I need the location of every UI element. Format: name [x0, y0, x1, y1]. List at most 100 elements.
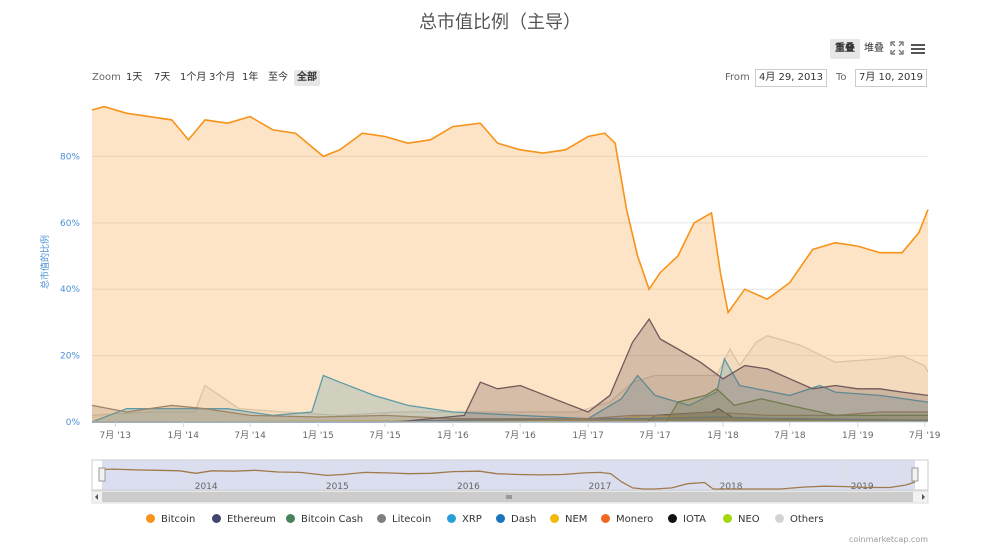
x-tick-label: 7月 '15 [369, 430, 401, 441]
legend-item-xrp[interactable]: XRP [447, 514, 482, 525]
legend-dot-icon [496, 514, 505, 523]
legend-dot-icon [723, 514, 732, 523]
range-from-input[interactable]: 4月 29, 2013 [755, 69, 827, 87]
series-line [92, 317, 929, 423]
series-area [92, 106, 928, 422]
x-tick-label: 1月 '19 [842, 430, 874, 441]
legend-label: NEM [565, 514, 588, 525]
x-tick-label: 7月 '19 [909, 430, 941, 441]
x-tick-label: 1月 '18 [707, 430, 739, 441]
navigator-year-label: 2015 [326, 482, 349, 492]
series-area [92, 319, 928, 422]
scroll-right-icon[interactable] [922, 494, 925, 500]
zoom-3m-button[interactable]: 3个月 [209, 72, 236, 83]
menu-icon[interactable] [911, 41, 925, 55]
fullscreen-icon[interactable] [889, 40, 905, 56]
legend-dot-icon [550, 514, 559, 523]
zoom-1m-button[interactable]: 1个月 [180, 72, 207, 83]
zoom-label: Zoom [92, 72, 121, 83]
legend-label: XRP [462, 514, 482, 525]
series-bitcoin-cash[interactable] [92, 387, 928, 423]
y-tick-label: 80% [60, 152, 80, 162]
x-tick-label: 7月 '18 [774, 430, 806, 441]
legend-label: Ethereum [227, 514, 276, 525]
legend-item-nem[interactable]: NEM [550, 514, 587, 525]
y-tick-label: 60% [60, 219, 80, 229]
x-tick-label: 1月 '17 [572, 430, 604, 441]
series-line [91, 404, 928, 420]
y-tick-label: 0% [66, 418, 81, 428]
x-tick-label: 7月 '16 [504, 430, 536, 441]
y-tick-label: 20% [60, 352, 80, 362]
stack-mode-button[interactable]: 堆叠 [864, 43, 884, 54]
legend-label: Bitcoin Cash [301, 514, 364, 525]
x-tick-label: 1月 '16 [437, 430, 469, 441]
zoom-ytd-button[interactable]: 至今 [268, 72, 288, 83]
navigator-year-label: 2017 [588, 482, 611, 492]
y-axis-label: 总市值的比例 [39, 235, 51, 289]
legend-dot-icon [286, 514, 295, 523]
navigator-year-label: 2018 [720, 482, 743, 492]
overlap-mode-button[interactable]: 重叠 [830, 39, 860, 59]
range-from-label: From [725, 72, 750, 83]
legend-item-bitcoin[interactable]: Bitcoin [146, 514, 195, 525]
series-area [92, 335, 928, 422]
credits-link[interactable]: coinmarketcap.com [849, 535, 928, 544]
series-bitcoin[interactable] [91, 105, 929, 422]
chart-title: 总市值比例（主导） [419, 12, 581, 33]
series-line [91, 334, 929, 417]
navigator-mask [102, 460, 915, 490]
x-tick-label: 7月 '17 [639, 430, 671, 441]
zoom-7d-button[interactable]: 7天 [154, 72, 171, 83]
series-others[interactable] [91, 334, 929, 422]
legend-label: Litecoin [392, 514, 432, 525]
legend-label: NEO [738, 514, 760, 525]
series-line [91, 105, 929, 315]
legend-label: Dash [511, 514, 537, 525]
series-line [92, 387, 928, 423]
x-tick-label: 1月 '15 [302, 430, 334, 441]
x-tick-label: 1月 '14 [167, 430, 199, 441]
zoom-all-button[interactable]: 全部 [294, 70, 320, 86]
series-area [92, 415, 928, 422]
scroll-left-icon[interactable] [95, 494, 98, 500]
legend-dot-icon [447, 514, 456, 523]
navigator-left-handle[interactable] [98, 467, 106, 482]
series-ethereum[interactable] [92, 317, 929, 423]
x-tick-label: 7月 '13 [100, 430, 132, 441]
series-area [92, 417, 928, 422]
legend-label: Bitcoin [161, 514, 196, 525]
legend-item-bitcoin-cash[interactable]: Bitcoin Cash [286, 514, 363, 525]
legend-dot-icon [377, 514, 386, 523]
legend-label: Monero [616, 514, 654, 525]
legend-item-neo[interactable]: NEO [723, 514, 760, 525]
zoom-1y-button[interactable]: 1年 [242, 72, 259, 83]
series-litecoin[interactable] [91, 404, 928, 422]
legend-dot-icon [212, 514, 221, 523]
legend-dot-icon [146, 514, 155, 523]
legend-item-others[interactable]: Others [775, 514, 824, 525]
legend-item-monero[interactable]: Monero [601, 514, 653, 525]
range-to-input[interactable]: 7月 10, 2019 [855, 69, 927, 87]
zoom-1d-button[interactable]: 1天 [126, 72, 143, 83]
legend-item-litecoin[interactable]: Litecoin [377, 514, 431, 525]
series-area [92, 358, 928, 422]
y-tick-label: 40% [60, 285, 80, 295]
series-area [92, 388, 928, 422]
x-tick-label: 7月 '14 [234, 430, 266, 441]
range-to-label: To [836, 72, 847, 83]
legend-label: IOTA [683, 514, 706, 525]
navigator-year-label: 2014 [195, 482, 218, 492]
navigator-right-handle[interactable] [911, 467, 919, 482]
navigator-year-label: 2016 [457, 482, 480, 492]
series-area [92, 405, 928, 422]
legend-dot-icon [775, 514, 784, 523]
legend: Bitcoin Ethereum Bitcoin Cash Litecoin XRP Da… [0, 514, 1000, 530]
legend-item-ethereum[interactable]: Ethereum [212, 514, 276, 525]
legend-label: Others [790, 514, 824, 525]
legend-dot-icon [601, 514, 610, 523]
navigator[interactable]: 2014 2015 2016 2017 2018 2019 [91, 459, 929, 492]
navigator-scrollbar[interactable] [91, 490, 929, 504]
legend-item-dash[interactable]: Dash [496, 514, 536, 525]
legend-item-iota[interactable]: IOTA [668, 514, 706, 525]
